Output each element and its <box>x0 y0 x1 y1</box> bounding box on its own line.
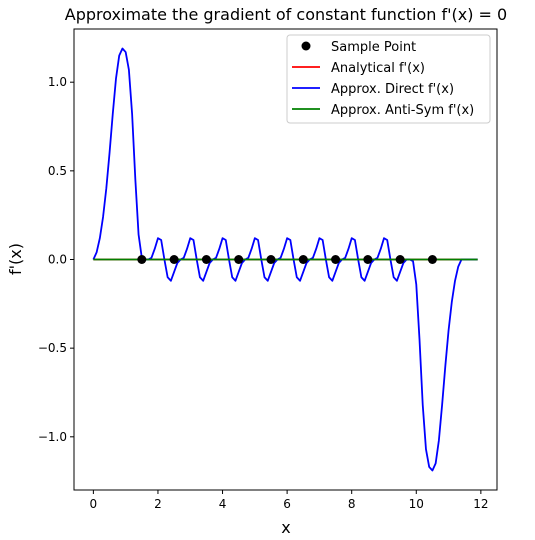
y-axis-label: f'(x) <box>6 243 25 275</box>
legend-label: Analytical f'(x) <box>331 61 425 76</box>
y-axis-ticks: 1.0 0.5 0.0 −0.5 −1.0 <box>38 75 74 444</box>
y-tick-label: 0.0 <box>48 253 67 267</box>
legend-marker <box>301 41 311 51</box>
x-tick-label: 4 <box>219 497 227 511</box>
sample-point <box>363 255 373 264</box>
x-axis-ticks: 0 2 4 6 8 10 12 <box>90 490 488 511</box>
legend-label: Sample Point <box>331 40 416 55</box>
x-tick-label: 10 <box>409 497 424 511</box>
x-tick-label: 6 <box>283 497 291 511</box>
plot-area <box>92 47 478 472</box>
x-tick-label: 2 <box>154 497 162 511</box>
sample-point <box>137 255 147 264</box>
x-axis-label: x <box>281 518 290 537</box>
sample-point <box>201 255 211 264</box>
sample-point <box>331 255 341 264</box>
legend-label: Approx. Direct f'(x) <box>331 82 454 97</box>
sample-point <box>169 255 179 264</box>
y-tick-label: −1.0 <box>38 430 67 444</box>
x-tick-label: 0 <box>90 497 98 511</box>
chart-title: Approximate the gradient of constant fun… <box>65 5 507 24</box>
legend-box <box>286 34 491 124</box>
sample-point <box>395 255 405 264</box>
legend-label: Approx. Anti-Sym f'(x) <box>331 103 474 118</box>
y-tick-label: 1.0 <box>48 75 67 89</box>
series-line-approx-direct-f-x <box>92 47 478 472</box>
sample-point <box>427 255 437 264</box>
sample-point <box>234 255 244 264</box>
sample-point <box>298 255 308 264</box>
sample-point <box>266 255 276 264</box>
x-tick-label: 12 <box>473 497 488 511</box>
legend: Sample Point Analytical f'(x) Approx. Dire… <box>286 34 491 124</box>
x-tick-label: 8 <box>348 497 356 511</box>
y-tick-label: −0.5 <box>38 341 67 355</box>
y-tick-label: 0.5 <box>48 164 67 178</box>
